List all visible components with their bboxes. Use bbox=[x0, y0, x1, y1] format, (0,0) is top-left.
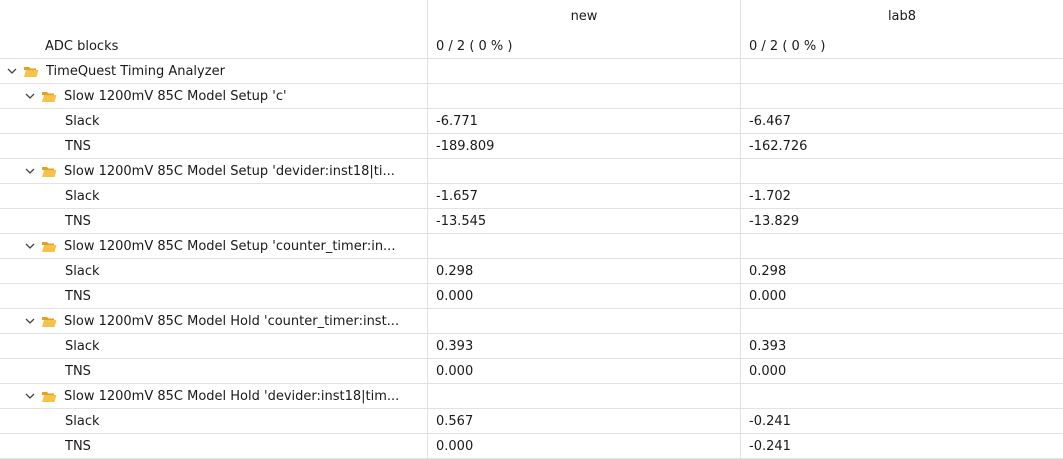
header-lab8[interactable]: lab8 bbox=[887, 9, 917, 24]
tree-row-group[interactable]: Slow 1200mV 85C Model Hold 'devider:inst… bbox=[0, 384, 1063, 409]
table-row[interactable]: Slack -6.771 -6.467 bbox=[0, 109, 1063, 134]
open-folder-icon bbox=[41, 165, 57, 178]
row-label: TimeQuest Timing Analyzer bbox=[46, 63, 225, 79]
row-label: TNS bbox=[65, 213, 91, 229]
value-new: -189.809 bbox=[436, 138, 495, 154]
tree-row-group[interactable]: Slow 1200mV 85C Model Setup 'counter_tim… bbox=[0, 234, 1063, 259]
value-new: -13.545 bbox=[436, 213, 487, 229]
chevron-down-icon[interactable] bbox=[23, 239, 37, 253]
open-folder-icon bbox=[41, 390, 57, 403]
chevron-down-icon[interactable] bbox=[5, 64, 19, 78]
chevron-down-icon[interactable] bbox=[23, 164, 37, 178]
open-folder-icon bbox=[41, 240, 57, 253]
table-row[interactable]: Slack 0.298 0.298 bbox=[0, 259, 1063, 284]
value-new: 0.567 bbox=[436, 413, 474, 429]
value-new: -6.771 bbox=[436, 113, 478, 129]
table-row[interactable]: Slack 0.393 0.393 bbox=[0, 334, 1063, 359]
row-label: Slow 1200mV 85C Model Setup 'counter_tim… bbox=[64, 238, 396, 254]
row-label: Slow 1200mV 85C Model Setup 'c' bbox=[64, 88, 287, 104]
value-new: 0.298 bbox=[436, 263, 474, 279]
value-lab8: -1.702 bbox=[749, 188, 791, 204]
row-label: TNS bbox=[65, 363, 91, 379]
table-row[interactable]: TNS 0.000 0.000 bbox=[0, 359, 1063, 384]
chevron-down-icon[interactable] bbox=[23, 389, 37, 403]
value-lab8: -0.241 bbox=[749, 438, 791, 454]
chevron-down-icon[interactable] bbox=[23, 314, 37, 328]
value-lab8: 0.000 bbox=[749, 288, 787, 304]
row-label: TNS bbox=[65, 138, 91, 154]
table-row[interactable]: TNS -189.809 -162.726 bbox=[0, 134, 1063, 159]
row-label: ADC blocks bbox=[45, 38, 119, 54]
table-row[interactable]: Slack 0.567 -0.241 bbox=[0, 409, 1063, 434]
value-new: 0.000 bbox=[436, 363, 474, 379]
open-folder-icon bbox=[23, 65, 39, 78]
value-lab8: 0.298 bbox=[749, 263, 787, 279]
tree-row-group[interactable]: Slow 1200mV 85C Model Hold 'counter_time… bbox=[0, 309, 1063, 334]
table-row-adc-blocks[interactable]: ADC blocks 0 / 2 ( 0 % ) 0 / 2 ( 0 % ) bbox=[0, 34, 1063, 59]
value-lab8: 0.393 bbox=[749, 338, 787, 354]
chevron-down-icon[interactable] bbox=[23, 89, 37, 103]
value-new: -1.657 bbox=[436, 188, 478, 204]
value-new: 0.000 bbox=[436, 438, 474, 454]
row-label: Slow 1200mV 85C Model Setup 'devider:ins… bbox=[64, 163, 395, 179]
open-folder-icon bbox=[41, 90, 57, 103]
value-lab8: 0 / 2 ( 0 % ) bbox=[749, 38, 826, 54]
value-lab8: -13.829 bbox=[749, 213, 800, 229]
header-new[interactable]: new bbox=[428, 0, 741, 34]
tree-row-group[interactable]: Slow 1200mV 85C Model Setup 'devider:ins… bbox=[0, 159, 1063, 184]
row-label: TNS bbox=[65, 438, 91, 454]
open-folder-icon bbox=[41, 315, 57, 328]
row-label: TNS bbox=[65, 288, 91, 304]
table-row[interactable]: TNS 0.000 -0.241 bbox=[0, 434, 1063, 459]
row-label: Slack bbox=[65, 338, 100, 354]
row-label: Slack bbox=[65, 263, 100, 279]
row-label: Slack bbox=[65, 113, 100, 129]
value-new: 0 / 2 ( 0 % ) bbox=[436, 38, 513, 54]
header-name[interactable] bbox=[0, 0, 428, 34]
value-lab8: -162.726 bbox=[749, 138, 808, 154]
tree-row-timequest[interactable]: TimeQuest Timing Analyzer bbox=[0, 59, 1063, 84]
value-lab8: 0.000 bbox=[749, 363, 787, 379]
value-new: 0.000 bbox=[436, 288, 474, 304]
table-row[interactable]: TNS 0.000 0.000 bbox=[0, 284, 1063, 309]
tree-row-group[interactable]: Slow 1200mV 85C Model Setup 'c' bbox=[0, 84, 1063, 109]
row-label: Slow 1200mV 85C Model Hold 'devider:inst… bbox=[64, 388, 400, 404]
table-row[interactable]: Slack -1.657 -1.702 bbox=[0, 184, 1063, 209]
value-lab8: -6.467 bbox=[749, 113, 791, 129]
row-label: Slack bbox=[65, 413, 100, 429]
value-lab8: -0.241 bbox=[749, 413, 791, 429]
table-row[interactable]: TNS -13.545 -13.829 bbox=[0, 209, 1063, 234]
row-label: Slow 1200mV 85C Model Hold 'counter_time… bbox=[64, 313, 400, 329]
header-row: new lab8 bbox=[0, 0, 1063, 34]
value-new: 0.393 bbox=[436, 338, 474, 354]
row-label: Slack bbox=[65, 188, 100, 204]
